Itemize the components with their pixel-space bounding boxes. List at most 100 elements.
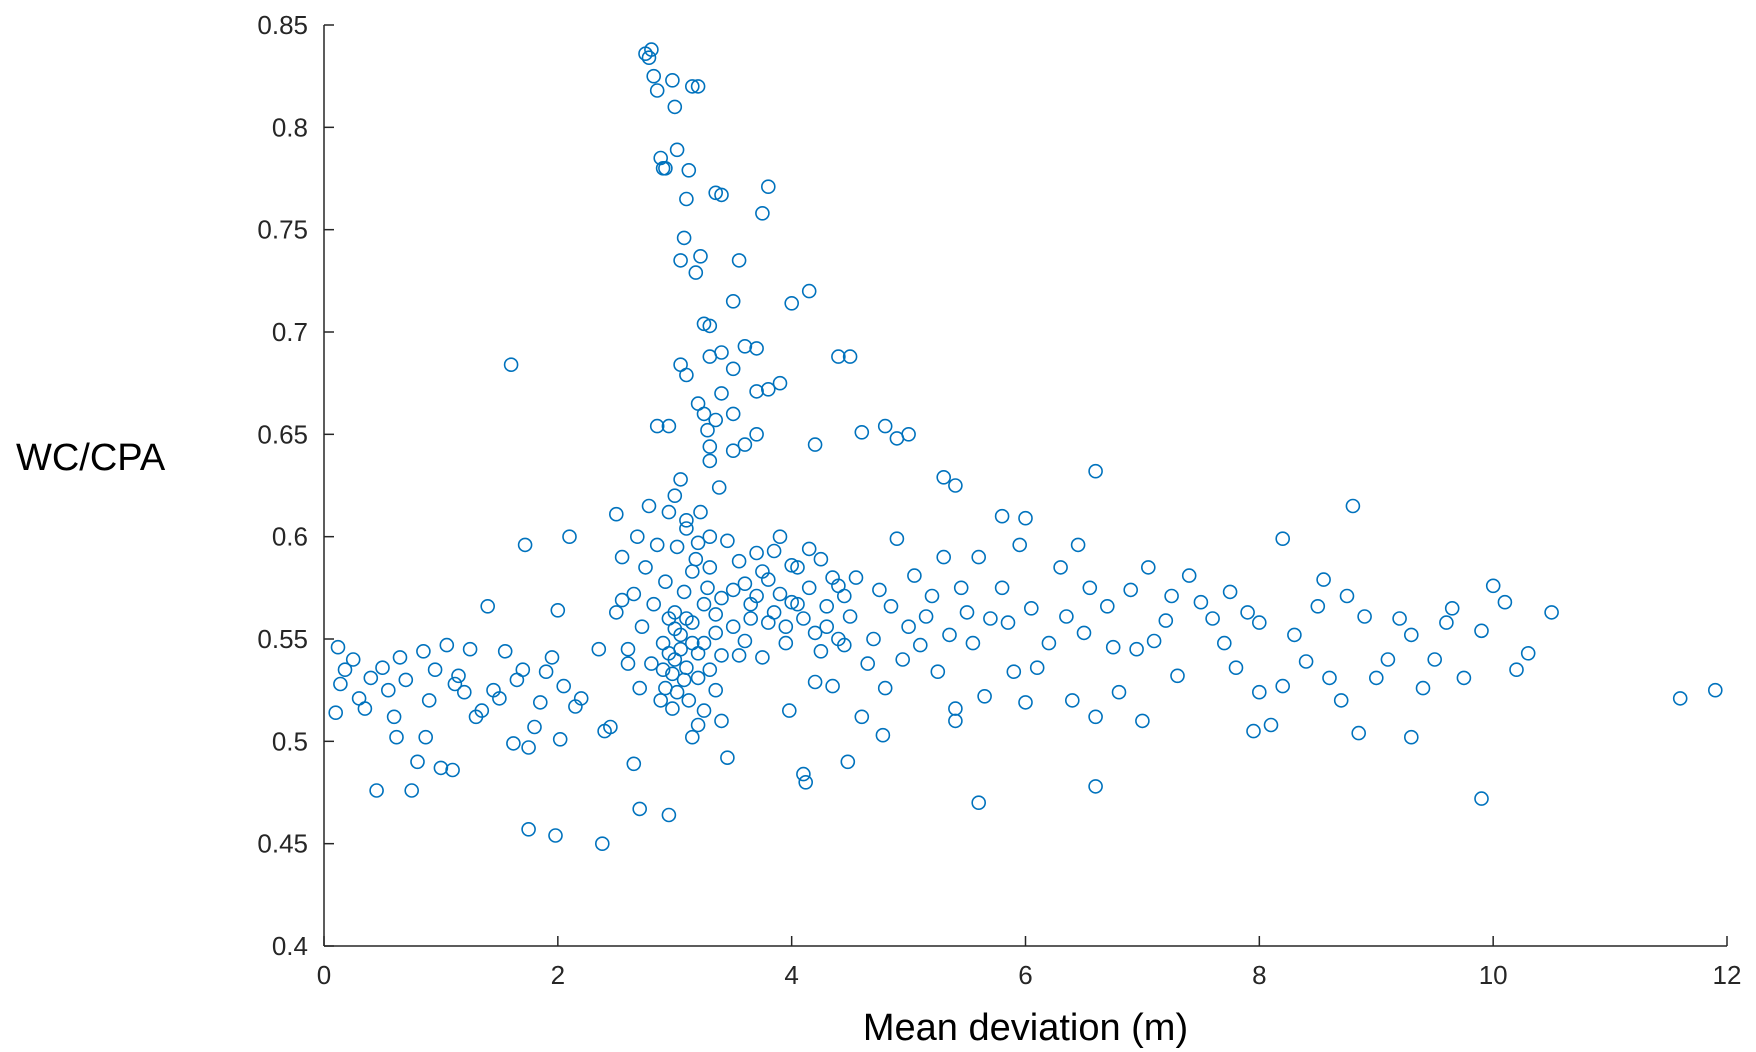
data-point (1053, 560, 1068, 575)
data-point (649, 418, 665, 434)
data-point (1708, 682, 1723, 698)
data-point (755, 564, 770, 579)
data-point (714, 386, 729, 401)
data-point (737, 576, 753, 592)
data-point (1474, 623, 1489, 639)
data-point (708, 607, 724, 622)
data-point (819, 598, 835, 614)
data-point (641, 498, 657, 514)
y-tick-label: 0.5 (272, 726, 308, 756)
data-point (948, 701, 963, 716)
data-point (538, 664, 554, 680)
data-point (889, 531, 905, 547)
data-point (714, 187, 729, 203)
data-point (749, 426, 764, 442)
data-point (690, 535, 706, 551)
data-point (673, 253, 688, 268)
data-point (994, 508, 1010, 524)
data-point (1123, 582, 1138, 598)
data-point (550, 602, 566, 618)
data-point (521, 740, 536, 755)
data-point (1263, 717, 1279, 733)
data-point (416, 643, 431, 659)
data-point (427, 662, 443, 678)
y-tick-label: 0.75 (257, 215, 308, 245)
data-point (632, 801, 648, 817)
data-point (398, 672, 414, 688)
data-point (1520, 645, 1536, 661)
data-point (386, 709, 402, 725)
data-point (521, 821, 536, 837)
data-point (480, 598, 496, 614)
data-point (708, 682, 724, 698)
data-point (760, 381, 776, 397)
data-point (760, 179, 776, 194)
data-point (676, 230, 692, 246)
data-point (725, 582, 741, 598)
axes (323, 25, 1727, 947)
data-point (918, 609, 934, 624)
x-tick-label: 12 (1713, 960, 1742, 990)
data-point (626, 756, 642, 772)
x-axis-ticks: 0 2 4 6 8 10 12 (317, 936, 1742, 990)
data-point (714, 648, 729, 663)
data-point (1205, 611, 1220, 626)
data-point (562, 529, 577, 545)
data-point (875, 727, 891, 743)
data-point (644, 42, 659, 57)
data-point (801, 541, 817, 557)
data-point (842, 349, 858, 364)
data-point (731, 253, 747, 268)
data-point (711, 480, 727, 495)
data-point (725, 293, 741, 309)
data-point (653, 693, 669, 708)
data-point (696, 703, 712, 718)
data-point (749, 588, 764, 604)
data-point (1100, 598, 1115, 614)
data-point (661, 807, 677, 823)
data-point (421, 693, 437, 708)
data-point (649, 537, 665, 553)
data-point (737, 633, 753, 649)
data-point (1076, 625, 1092, 641)
data-point (983, 611, 998, 626)
data-point (1088, 463, 1103, 479)
data-point (492, 691, 507, 706)
data-point (1059, 609, 1074, 624)
data-point (1275, 531, 1290, 547)
data-point (389, 729, 404, 745)
data-point (658, 574, 673, 590)
data-point (714, 713, 729, 729)
data-point (813, 643, 829, 659)
data-point (655, 662, 671, 678)
data-point (1135, 713, 1150, 729)
data-point (690, 645, 706, 661)
data-point (1000, 615, 1016, 630)
data-point (451, 668, 466, 684)
data-point (1392, 611, 1407, 626)
data-point (784, 594, 800, 610)
data-point (854, 424, 870, 440)
y-tick-label: 0.45 (257, 829, 308, 859)
data-point (702, 529, 718, 545)
data-point (994, 580, 1010, 596)
data-point (1287, 627, 1302, 643)
data-point (1339, 588, 1355, 604)
data-point (497, 643, 513, 659)
data-point (1456, 670, 1472, 686)
data-point (392, 650, 408, 665)
y-tick-label: 0.65 (257, 419, 308, 449)
data-point (731, 648, 747, 663)
data-point (936, 469, 952, 485)
data-point (702, 439, 718, 454)
data-point (1474, 791, 1489, 806)
y-tick-label: 0.85 (257, 10, 308, 40)
data-point (1415, 680, 1431, 696)
data-point (725, 443, 741, 459)
scatter-points (328, 42, 1723, 852)
data-point (1357, 609, 1372, 624)
data-point (679, 611, 694, 626)
data-point (1404, 627, 1419, 643)
data-point (1105, 639, 1121, 655)
y-tick-label: 0.8 (272, 112, 308, 142)
